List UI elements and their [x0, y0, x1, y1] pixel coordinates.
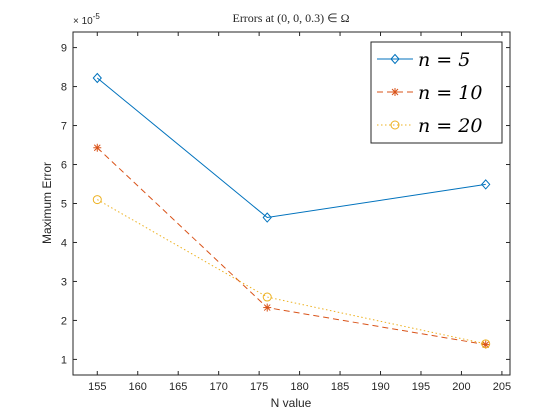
series-line: [97, 199, 486, 345]
data-point: [481, 339, 491, 349]
chart-title: Errors at (0, 0, 0.3) ∈ Ω: [232, 11, 349, 25]
data-point: [262, 292, 272, 302]
y-tick-label: 5: [61, 199, 67, 211]
x-tick-label: 175: [250, 381, 268, 393]
y-exponent-label: × 10-5: [73, 12, 100, 27]
axes: 155 160 165 170 175 180 185 190 195 200 205 1 2 3 4 5 6 7…: [61, 32, 511, 393]
legend-item: n = 5: [377, 49, 470, 71]
y-tick-label: 4: [61, 237, 67, 249]
x-tick-label: 165: [169, 381, 187, 393]
legend-marker: [390, 53, 400, 65]
x-tick-label: 160: [129, 381, 147, 393]
data-point: [92, 72, 102, 84]
x-tick-label: 195: [412, 381, 430, 393]
x-tick-label: 180: [290, 381, 308, 393]
data-point: [93, 143, 102, 152]
legend-label: n = 20: [418, 115, 482, 137]
legend-marker: [391, 88, 399, 96]
y-axis-label: Maximum Error: [40, 162, 54, 244]
legend-label: n = 10: [418, 82, 482, 104]
data-point: [481, 340, 490, 349]
series-1: [92, 72, 491, 223]
y-exponent-base: × 10: [73, 16, 93, 27]
x-tick-label: 170: [209, 381, 227, 393]
legend-item: n = 10: [377, 82, 482, 104]
series-layer: [92, 72, 491, 349]
data-point: [481, 179, 491, 190]
y-tick-label: 8: [61, 82, 67, 94]
x-tick-label: 205: [493, 381, 511, 393]
data-point: [262, 212, 272, 223]
y-tick-label: 3: [61, 276, 67, 288]
x-tick-label: 200: [452, 381, 470, 393]
y-tick-label: 2: [61, 315, 67, 327]
series-2: [93, 143, 490, 349]
x-axis-label: N value: [271, 396, 312, 410]
y-tick-label: 7: [61, 121, 67, 133]
y-tick-label: 9: [61, 43, 67, 55]
x-tick-label: 155: [88, 381, 106, 393]
legend-marker: [390, 120, 400, 130]
legend-label: n = 5: [418, 49, 470, 71]
series-3: [92, 195, 491, 349]
data-point: [263, 303, 272, 312]
series-line: [96, 77, 486, 219]
legend: n = 5 n = 10 n = 20: [370, 41, 503, 144]
legend-item: n = 20: [377, 115, 482, 137]
y-tick-label: 6: [61, 160, 67, 172]
y-tick-label: 1: [61, 354, 67, 366]
x-tick-label: 185: [331, 381, 349, 393]
x-tick-label: 190: [371, 381, 389, 393]
y-exponent-power: -5: [93, 12, 101, 21]
data-point: [92, 195, 102, 205]
